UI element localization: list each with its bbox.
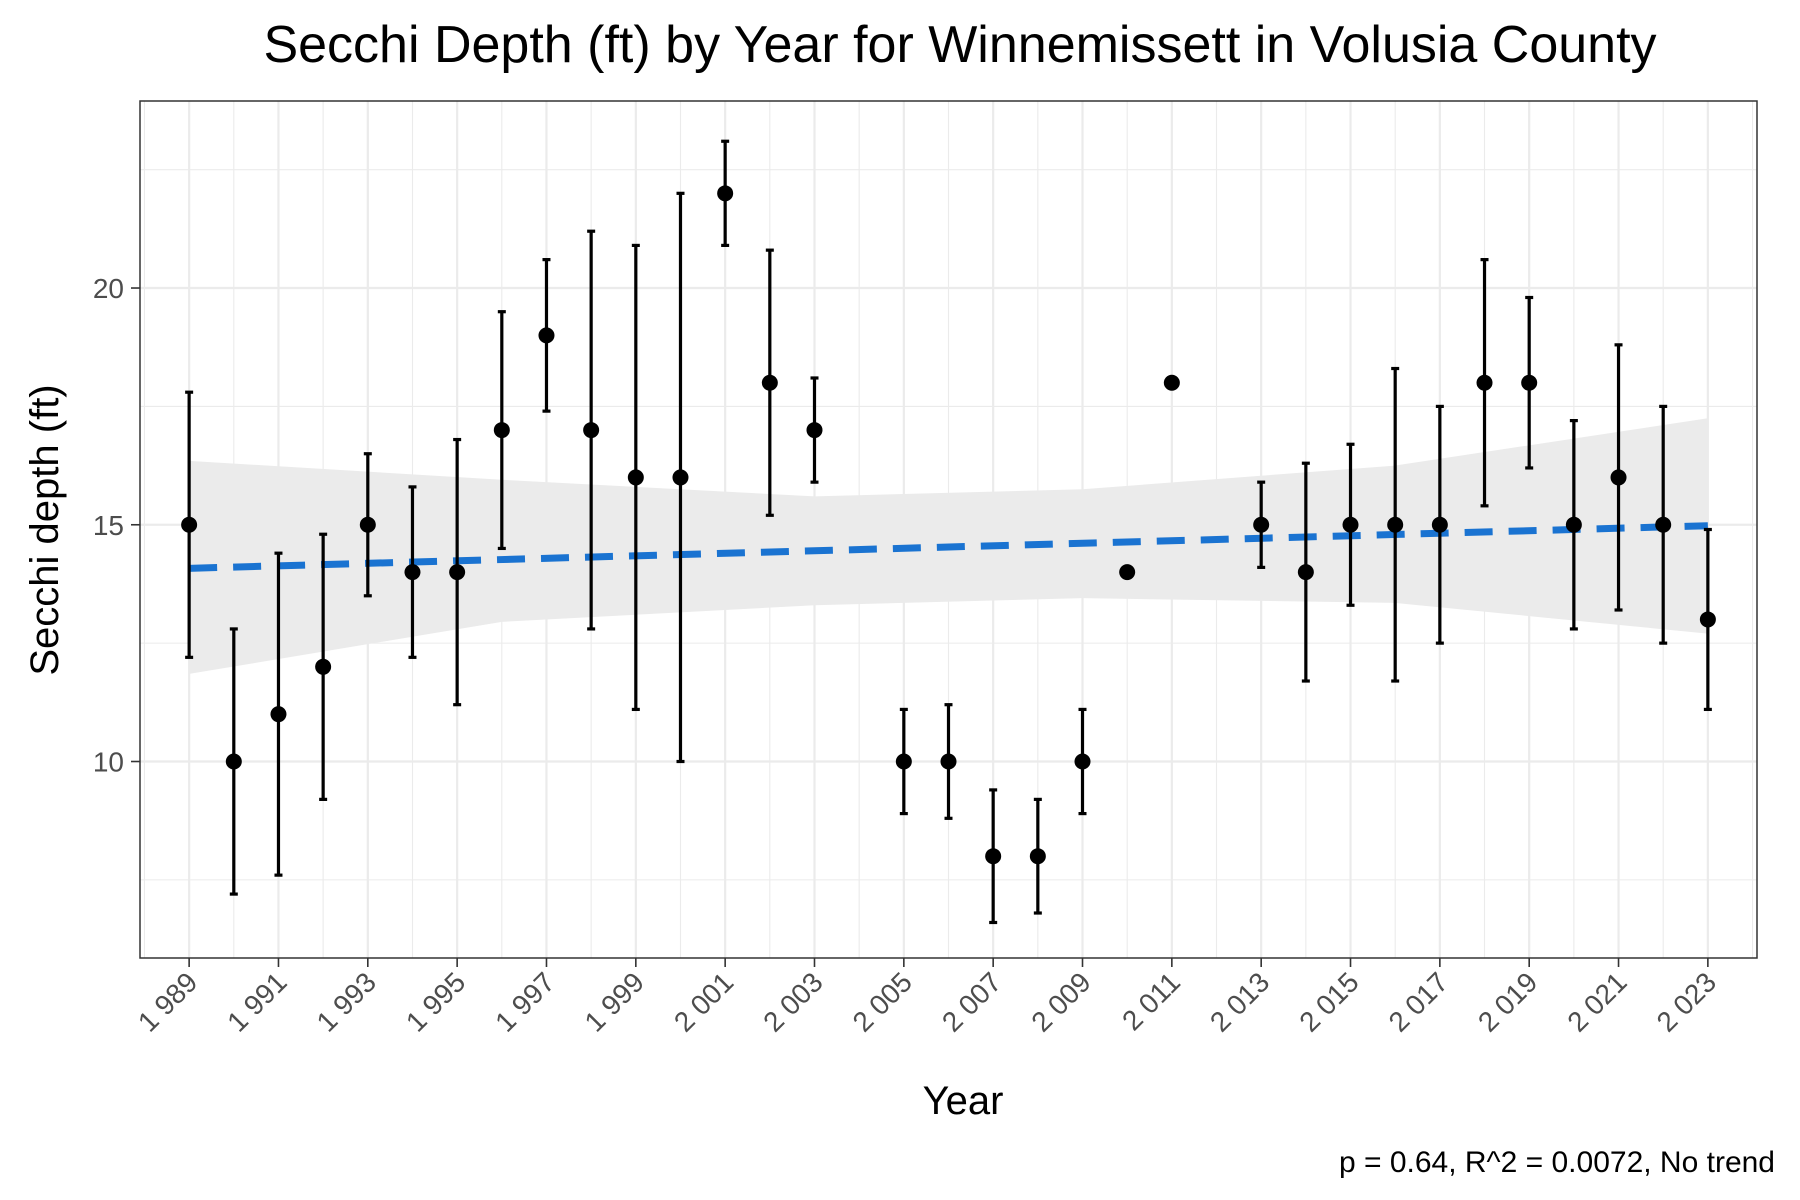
x-tick-label: 2 013 <box>1204 966 1275 1037</box>
y-axis-title: Secchi depth (ft) <box>23 384 67 675</box>
data-point <box>270 706 287 723</box>
data-points <box>181 185 1716 865</box>
data-point <box>315 658 332 675</box>
data-point <box>449 564 466 581</box>
data-point <box>761 374 778 391</box>
data-point <box>717 185 734 202</box>
x-tick-label: 2 011 <box>1116 966 1186 1036</box>
plot-panel-border <box>139 100 1758 959</box>
data-point <box>985 848 1002 865</box>
data-point <box>806 422 823 439</box>
data-point <box>1119 564 1136 581</box>
y-axis-ticks: 10 15 20 <box>93 273 140 778</box>
x-tick-label: 2 003 <box>757 966 828 1037</box>
x-tick-label: 2 015 <box>1293 966 1364 1037</box>
x-tick-label: 2 009 <box>1025 966 1096 1037</box>
data-point <box>538 327 555 344</box>
y-tick-label: 15 <box>93 510 124 541</box>
data-point <box>1699 611 1716 628</box>
trend-line-dashed <box>189 522 1708 572</box>
x-tick-label: 1 993 <box>311 966 382 1037</box>
y-tick-label: 20 <box>93 273 124 304</box>
x-tick-label: 2 001 <box>668 966 739 1037</box>
data-point <box>1476 374 1493 391</box>
data-point <box>1342 516 1359 533</box>
x-tick-label: 1 991 <box>221 966 292 1037</box>
data-point <box>1029 848 1046 865</box>
x-tick-label: 2 017 <box>1383 966 1454 1037</box>
x-tick-label: 1 999 <box>579 966 650 1037</box>
data-point <box>1655 516 1672 533</box>
data-point <box>359 516 376 533</box>
data-point <box>627 469 644 486</box>
data-point <box>1163 374 1180 391</box>
x-tick-label: 1 997 <box>489 966 560 1037</box>
x-axis-title: Year <box>923 1079 1004 1123</box>
data-point <box>583 422 600 439</box>
data-point <box>493 422 510 439</box>
data-point <box>1297 564 1314 581</box>
x-tick-label: 2 023 <box>1651 966 1722 1037</box>
x-tick-label: 1 995 <box>400 966 471 1037</box>
data-point <box>1431 516 1448 533</box>
data-point <box>404 564 421 581</box>
data-point <box>1610 469 1627 486</box>
x-axis-ticks: 1 989 1 991 1 993 1 995 1 997 1 999 2 001 2 003… <box>132 958 1722 1038</box>
y-tick-label: 10 <box>93 747 124 778</box>
error-bars <box>185 139 1712 925</box>
trend-line <box>189 522 1708 572</box>
data-point <box>1565 516 1582 533</box>
chart-title: Secchi Depth (ft) by Year for Winnemisse… <box>263 16 1656 74</box>
data-point <box>895 753 912 770</box>
data-point <box>1253 516 1270 533</box>
data-point <box>1074 753 1091 770</box>
x-tick-label: 2 005 <box>847 966 918 1037</box>
data-point <box>940 753 957 770</box>
data-point <box>181 516 198 533</box>
data-point <box>225 753 242 770</box>
data-point <box>1521 374 1538 391</box>
x-tick-label: 2 021 <box>1561 966 1632 1037</box>
trend-caption: p = 0.64, R^2 = 0.0072, No trend <box>1339 1146 1775 1179</box>
data-point <box>672 469 689 486</box>
x-tick-label: 2 007 <box>936 966 1007 1037</box>
x-tick-label: 2 019 <box>1472 966 1543 1037</box>
x-tick-label: 1 989 <box>132 966 203 1037</box>
data-point <box>1387 516 1404 533</box>
